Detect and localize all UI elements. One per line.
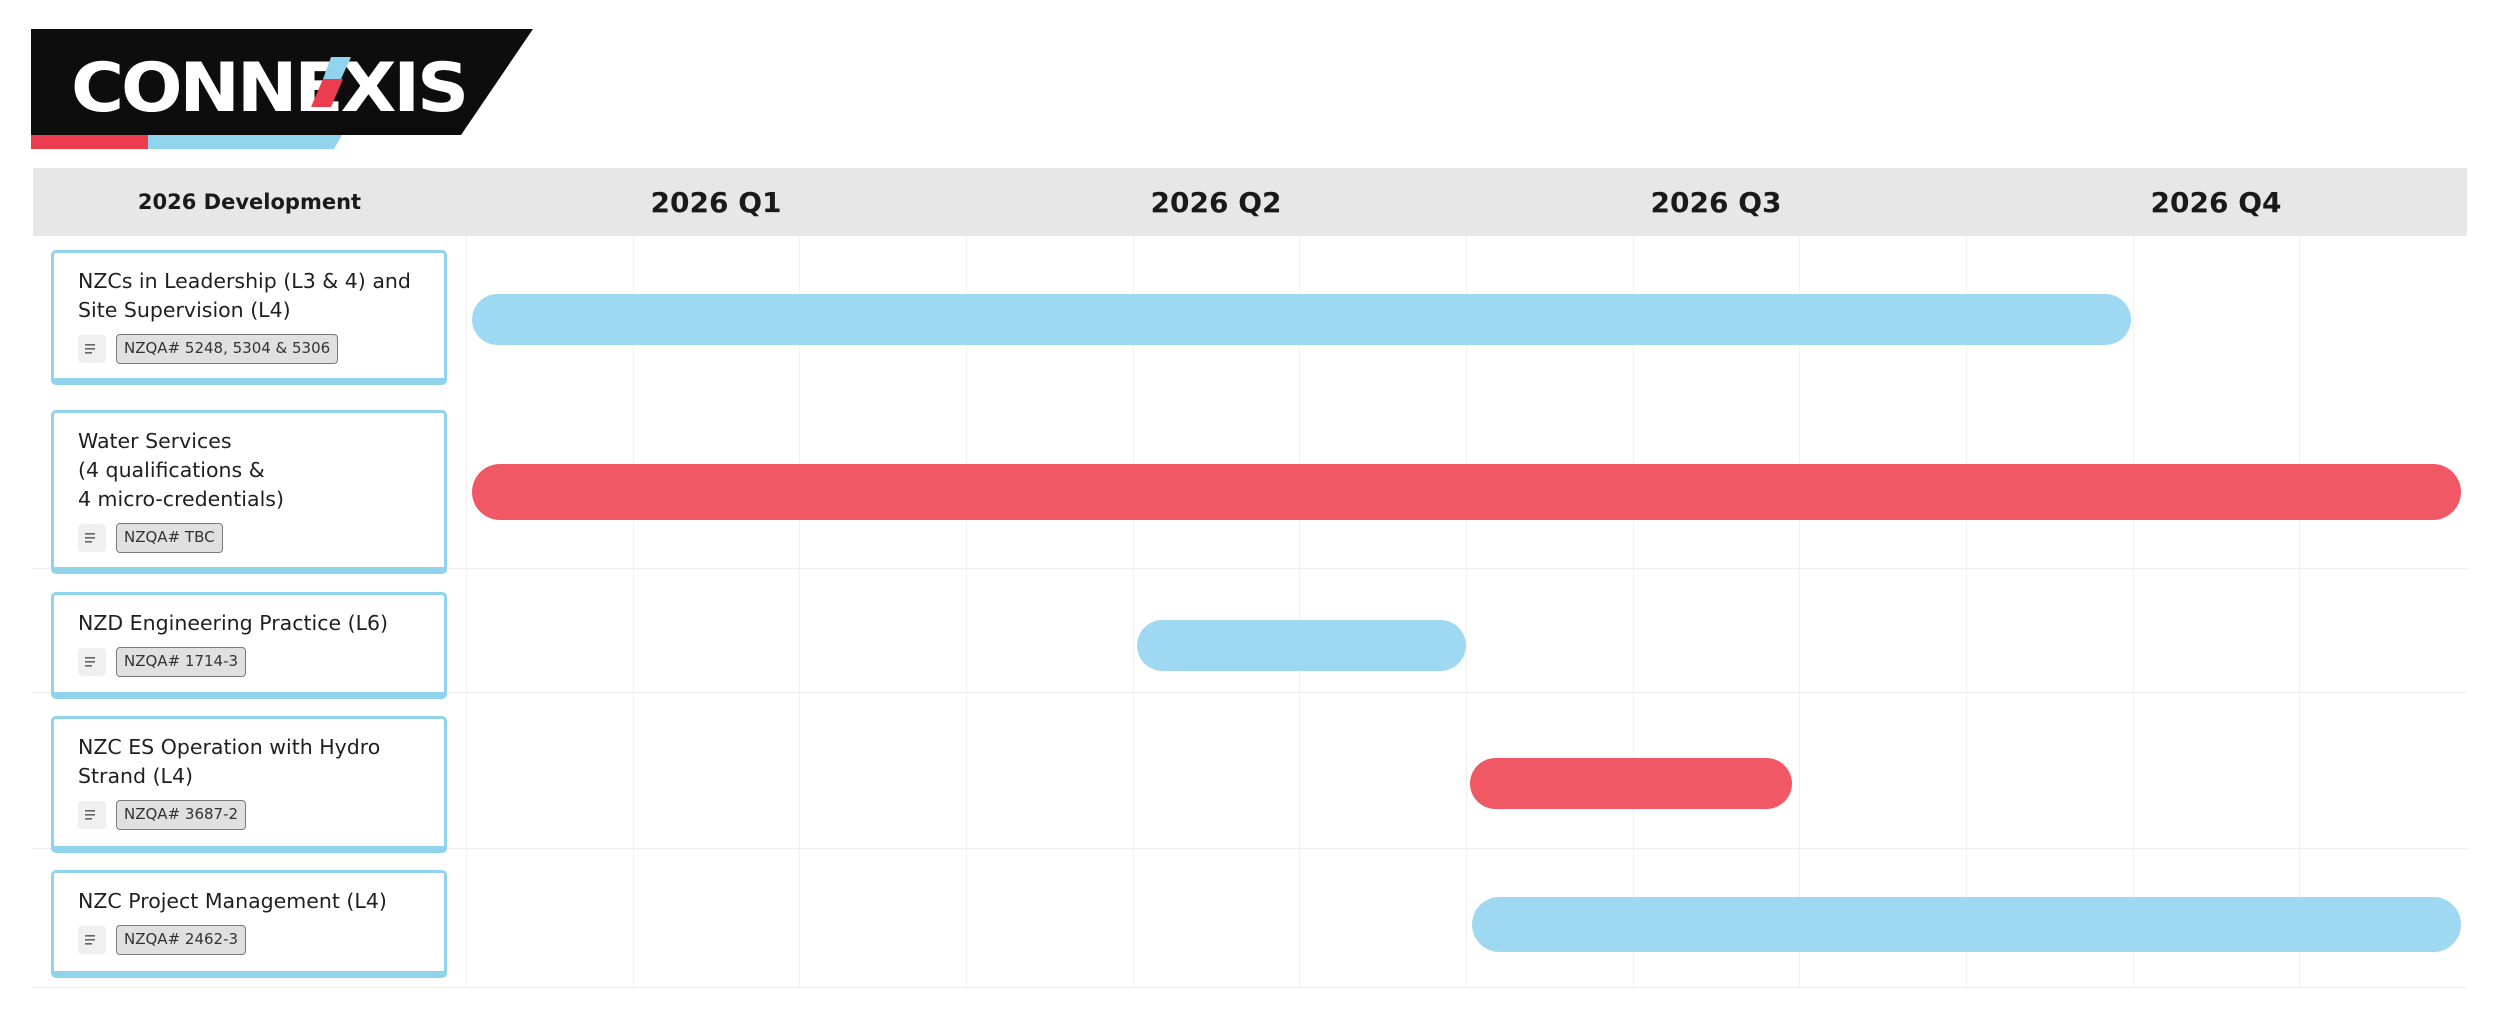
quarter-header-q2: 2026 Q2 [1150, 185, 1282, 219]
nzqa-badge: NZQA# 3687-2 [116, 800, 247, 830]
logo-wordmark: CONNEXIS [71, 49, 466, 128]
quarter-header-q1: 2026 Q1 [650, 185, 782, 219]
task-title: NZC ES Operation with Hydro Strand (L4) [78, 735, 381, 788]
task-bar-engineering-practice[interactable] [1137, 620, 1466, 671]
quarter-header-q4: 2026 Q4 [2150, 185, 2282, 219]
connexis-logo: CONNEXIS [31, 29, 533, 149]
task-card-water-services[interactable]: Water Services (4 qualifications & 4 mic… [51, 410, 447, 574]
task-bar-leadership[interactable] [472, 294, 2131, 345]
task-title: Water Services (4 qualifications & 4 mic… [78, 429, 284, 511]
description-icon[interactable] [78, 648, 106, 676]
task-bar-project-management[interactable] [1472, 897, 2461, 952]
description-icon[interactable] [78, 801, 106, 829]
description-icon[interactable] [78, 335, 106, 363]
task-title: NZD Engineering Practice (L6) [78, 611, 389, 635]
task-bar-water-services[interactable] [472, 464, 2461, 520]
task-bar-es-operation[interactable] [1470, 758, 1792, 809]
nzqa-badge: NZQA# 2462-3 [116, 925, 247, 955]
quarter-header-q3: 2026 Q3 [1650, 185, 1782, 219]
nzqa-badge: NZQA# 1714-3 [116, 647, 247, 677]
nzqa-badge: NZQA# TBC [116, 523, 223, 553]
header-row: 2026 Development 2026 Q1 2026 Q2 2026 Q3… [33, 168, 2467, 236]
task-title: NZC Project Management (L4) [78, 889, 387, 913]
description-icon[interactable] [78, 524, 106, 552]
gantt-board: 2026 Development 2026 Q1 2026 Q2 2026 Q3… [33, 168, 2467, 988]
timeline-grid [33, 236, 2467, 988]
header-label: 2026 Development [137, 190, 362, 214]
task-card-leadership[interactable]: NZCs in Leadership (L3 & 4) and Site Sup… [51, 250, 447, 385]
task-card-project-management[interactable]: NZC Project Management (L4) NZQA# 2462-3 [51, 870, 447, 978]
nzqa-badge: NZQA# 5248, 5304 & 5306 [116, 334, 339, 364]
task-title: NZCs in Leadership (L3 & 4) and Site Sup… [78, 269, 411, 322]
task-card-es-operation[interactable]: NZC ES Operation with Hydro Strand (L4) … [51, 716, 447, 853]
task-card-engineering-practice[interactable]: NZD Engineering Practice (L6) NZQA# 1714… [51, 592, 447, 699]
description-icon[interactable] [78, 926, 106, 954]
